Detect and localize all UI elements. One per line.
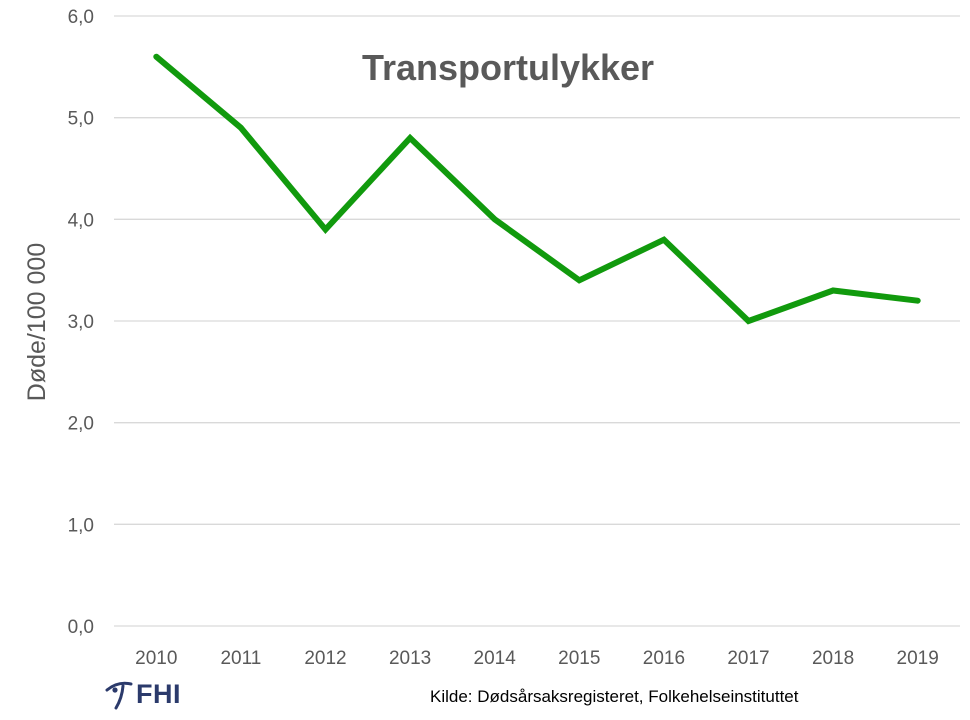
y-tick-label: 3,0 [68,312,94,333]
x-tick-label: 2017 [727,648,769,669]
x-tick-label: 2018 [812,648,854,669]
x-tick-label: 2013 [389,648,431,669]
fhi-logo: FHI [104,676,181,712]
series-line [153,53,921,325]
x-tick-label: 2011 [220,648,261,669]
y-tick-label: 5,0 [68,109,94,130]
y-tick-label: 4,0 [68,210,94,231]
y-tick-label: 2,0 [68,414,94,435]
series-group [153,53,921,325]
gridlines [114,15,960,627]
y-tick-label: 0,0 [68,617,94,638]
x-tick-label: 2016 [643,648,685,669]
y-tick-label: 1,0 [68,515,94,536]
x-tick-label: 2015 [558,648,600,669]
y-axis-label: Døde/100 000 [23,243,51,401]
x-tick-label: 2010 [135,648,177,669]
x-tick-labels: 2010 2011 2012 2013 2014 2015 2016 2017 2018 2019 [135,648,939,669]
x-tick-label: 2012 [304,648,346,669]
x-tick-label: 2014 [474,648,517,669]
logo-text: FHI [136,678,181,709]
chart-title: Transportulykker [362,47,654,88]
y-tick-labels: 0,0 1,0 2,0 3,0 4,0 5,0 6,0 [68,7,94,638]
x-tick-label: 2019 [897,648,939,669]
source-note: Kilde: Dødsårsaksregisteret, Folkehelsei… [430,687,799,706]
fhi-logo-icon [105,681,133,710]
y-tick-label: 6,0 [68,7,94,28]
